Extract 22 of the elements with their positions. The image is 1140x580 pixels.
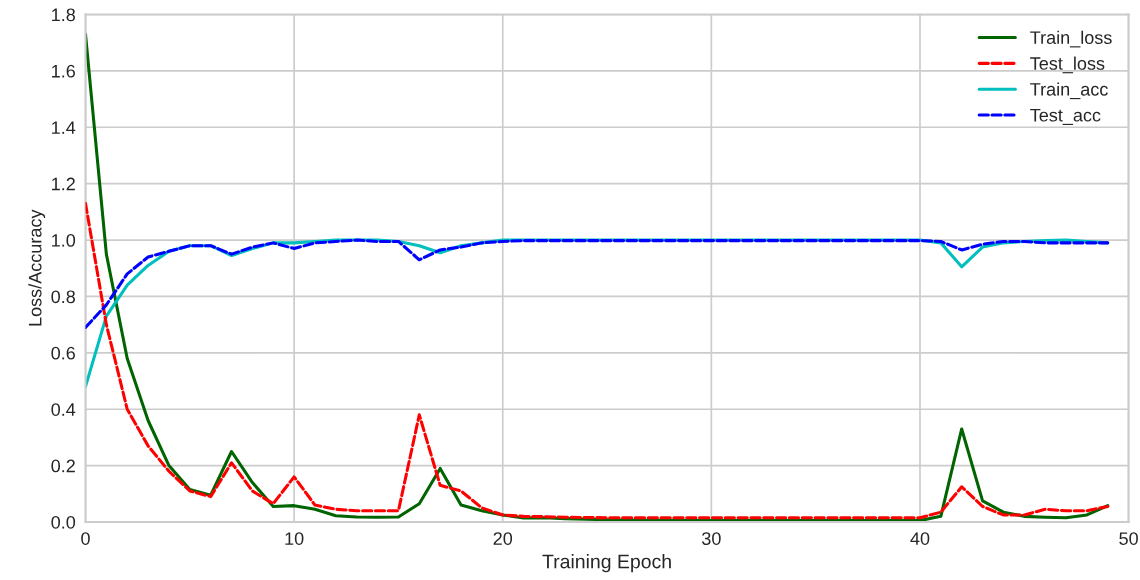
y-axis-title: Loss/Accuracy xyxy=(28,209,46,326)
y-tick-label: 1.2 xyxy=(52,177,75,191)
y-tick-label: 0.0 xyxy=(51,515,76,529)
y-tick-label: 0.6 xyxy=(51,346,75,360)
x-tick-label: 50 xyxy=(1119,532,1138,545)
legend-label: Test_loss xyxy=(1030,56,1105,74)
y-tick-label: 1.6 xyxy=(52,64,75,78)
x-tick-label: 10 xyxy=(285,532,304,545)
y-tick-label: 1.0 xyxy=(52,233,76,247)
y-tick-label: 1.4 xyxy=(52,121,76,134)
legend-label: Train_acc xyxy=(1030,82,1108,100)
y-tick-label: 1.8 xyxy=(52,8,75,22)
legend-label: Test_acc xyxy=(1030,108,1101,125)
x-axis-title: Training Epoch xyxy=(542,554,671,573)
x-tick-label: 30 xyxy=(702,532,721,545)
y-tick-label: 0.4 xyxy=(51,403,76,416)
x-tick-label: 0 xyxy=(81,532,90,545)
y-tick-label: 0.8 xyxy=(51,290,75,304)
legend-label: Train_loss xyxy=(1030,30,1112,48)
y-tick-label: 0.2 xyxy=(51,459,75,473)
x-tick-label: 20 xyxy=(493,532,513,545)
x-tick-label: 40 xyxy=(910,532,930,545)
